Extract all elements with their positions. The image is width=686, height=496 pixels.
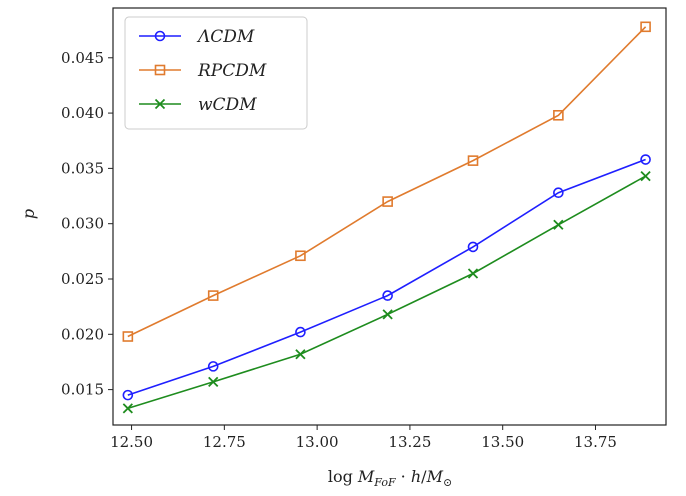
x-axis-label-sun: ⊙ (443, 476, 452, 489)
series-line-cdm (127, 158, 646, 396)
legend-item-cdm: ΛCDM (139, 27, 255, 47)
y-axis-label: p (19, 209, 38, 219)
data-point-cdm (122, 389, 134, 401)
data-point-wcdm (640, 170, 651, 182)
data-point-cdm (553, 187, 564, 199)
x-axis-label-subscript: FoF (373, 476, 396, 489)
y-tick-label: 0.045 (61, 49, 104, 67)
x-axis-label-slash: / (421, 467, 427, 486)
x-tick-label: 13.00 (296, 433, 339, 451)
legend-label: ΛCDM (196, 27, 255, 47)
data-point-wcdm (382, 309, 393, 320)
x-tick-label: 12.50 (110, 433, 153, 451)
y-tick-label: 0.040 (61, 104, 104, 122)
x-axis-label-msun: M (426, 467, 444, 486)
legend: ΛCDM RPCDM wCDM (124, 16, 308, 130)
data-point-rpcdm (467, 155, 479, 166)
legend-label: RPCDM (197, 61, 267, 81)
series-cdm (122, 154, 651, 401)
data-point-rpcdm (122, 331, 134, 342)
series-layer (122, 21, 651, 414)
series-rpcdm (122, 21, 651, 342)
x-axis-label-rest: · (396, 467, 411, 486)
legend-marker (154, 64, 166, 76)
data-point-cdm (382, 290, 393, 301)
legend-box (124, 16, 308, 130)
y-tick-label: 0.030 (61, 215, 104, 233)
y-tick-label: 0.025 (61, 270, 104, 288)
series-line-rpcdm (127, 26, 647, 338)
legend-marker (154, 30, 166, 42)
legend-item-rpcdm: RPCDM (139, 61, 267, 81)
legend-label: wCDM (198, 95, 257, 115)
data-point-wcdm (208, 376, 219, 387)
data-point-rpcdm (295, 250, 306, 262)
data-point-cdm (467, 241, 479, 253)
data-point-rpcdm (640, 21, 651, 33)
data-point-rpcdm (553, 109, 564, 121)
legend-marker (154, 98, 166, 110)
data-point-cdm (207, 361, 219, 372)
data-point-wcdm (553, 219, 564, 230)
axis-ticks: 12.50 12.75 13.00 13.25 13.50 13.75 0.015 0.020… (61, 49, 617, 451)
x-axis-label-log: log (328, 467, 358, 486)
data-point-wcdm (122, 403, 133, 414)
data-point-cdm (640, 154, 651, 165)
data-point-rpcdm (207, 290, 219, 301)
data-point-wcdm (295, 349, 306, 360)
x-tick-label: 13.75 (574, 433, 617, 451)
x-tick-label: 13.50 (481, 433, 524, 451)
data-point-cdm (295, 326, 306, 338)
y-tick-label: 0.035 (61, 159, 104, 177)
plot-frame (112, 7, 667, 426)
series-line-wcdm (127, 175, 646, 410)
y-tick-label: 0.015 (61, 381, 104, 399)
data-point-rpcdm (382, 196, 393, 207)
x-axis-label-h: h (411, 467, 421, 486)
x-tick-label: 12.75 (203, 433, 246, 451)
x-axis-label-mass: M (357, 467, 375, 486)
y-tick-label: 0.020 (61, 325, 104, 343)
x-tick-label: 13.25 (388, 433, 431, 451)
legend-item-wcdm: wCDM (139, 95, 257, 115)
data-point-wcdm (467, 268, 479, 279)
series-wcdm (122, 170, 651, 414)
x-axis-label: log MFoF · h/M⊙ (328, 467, 452, 489)
